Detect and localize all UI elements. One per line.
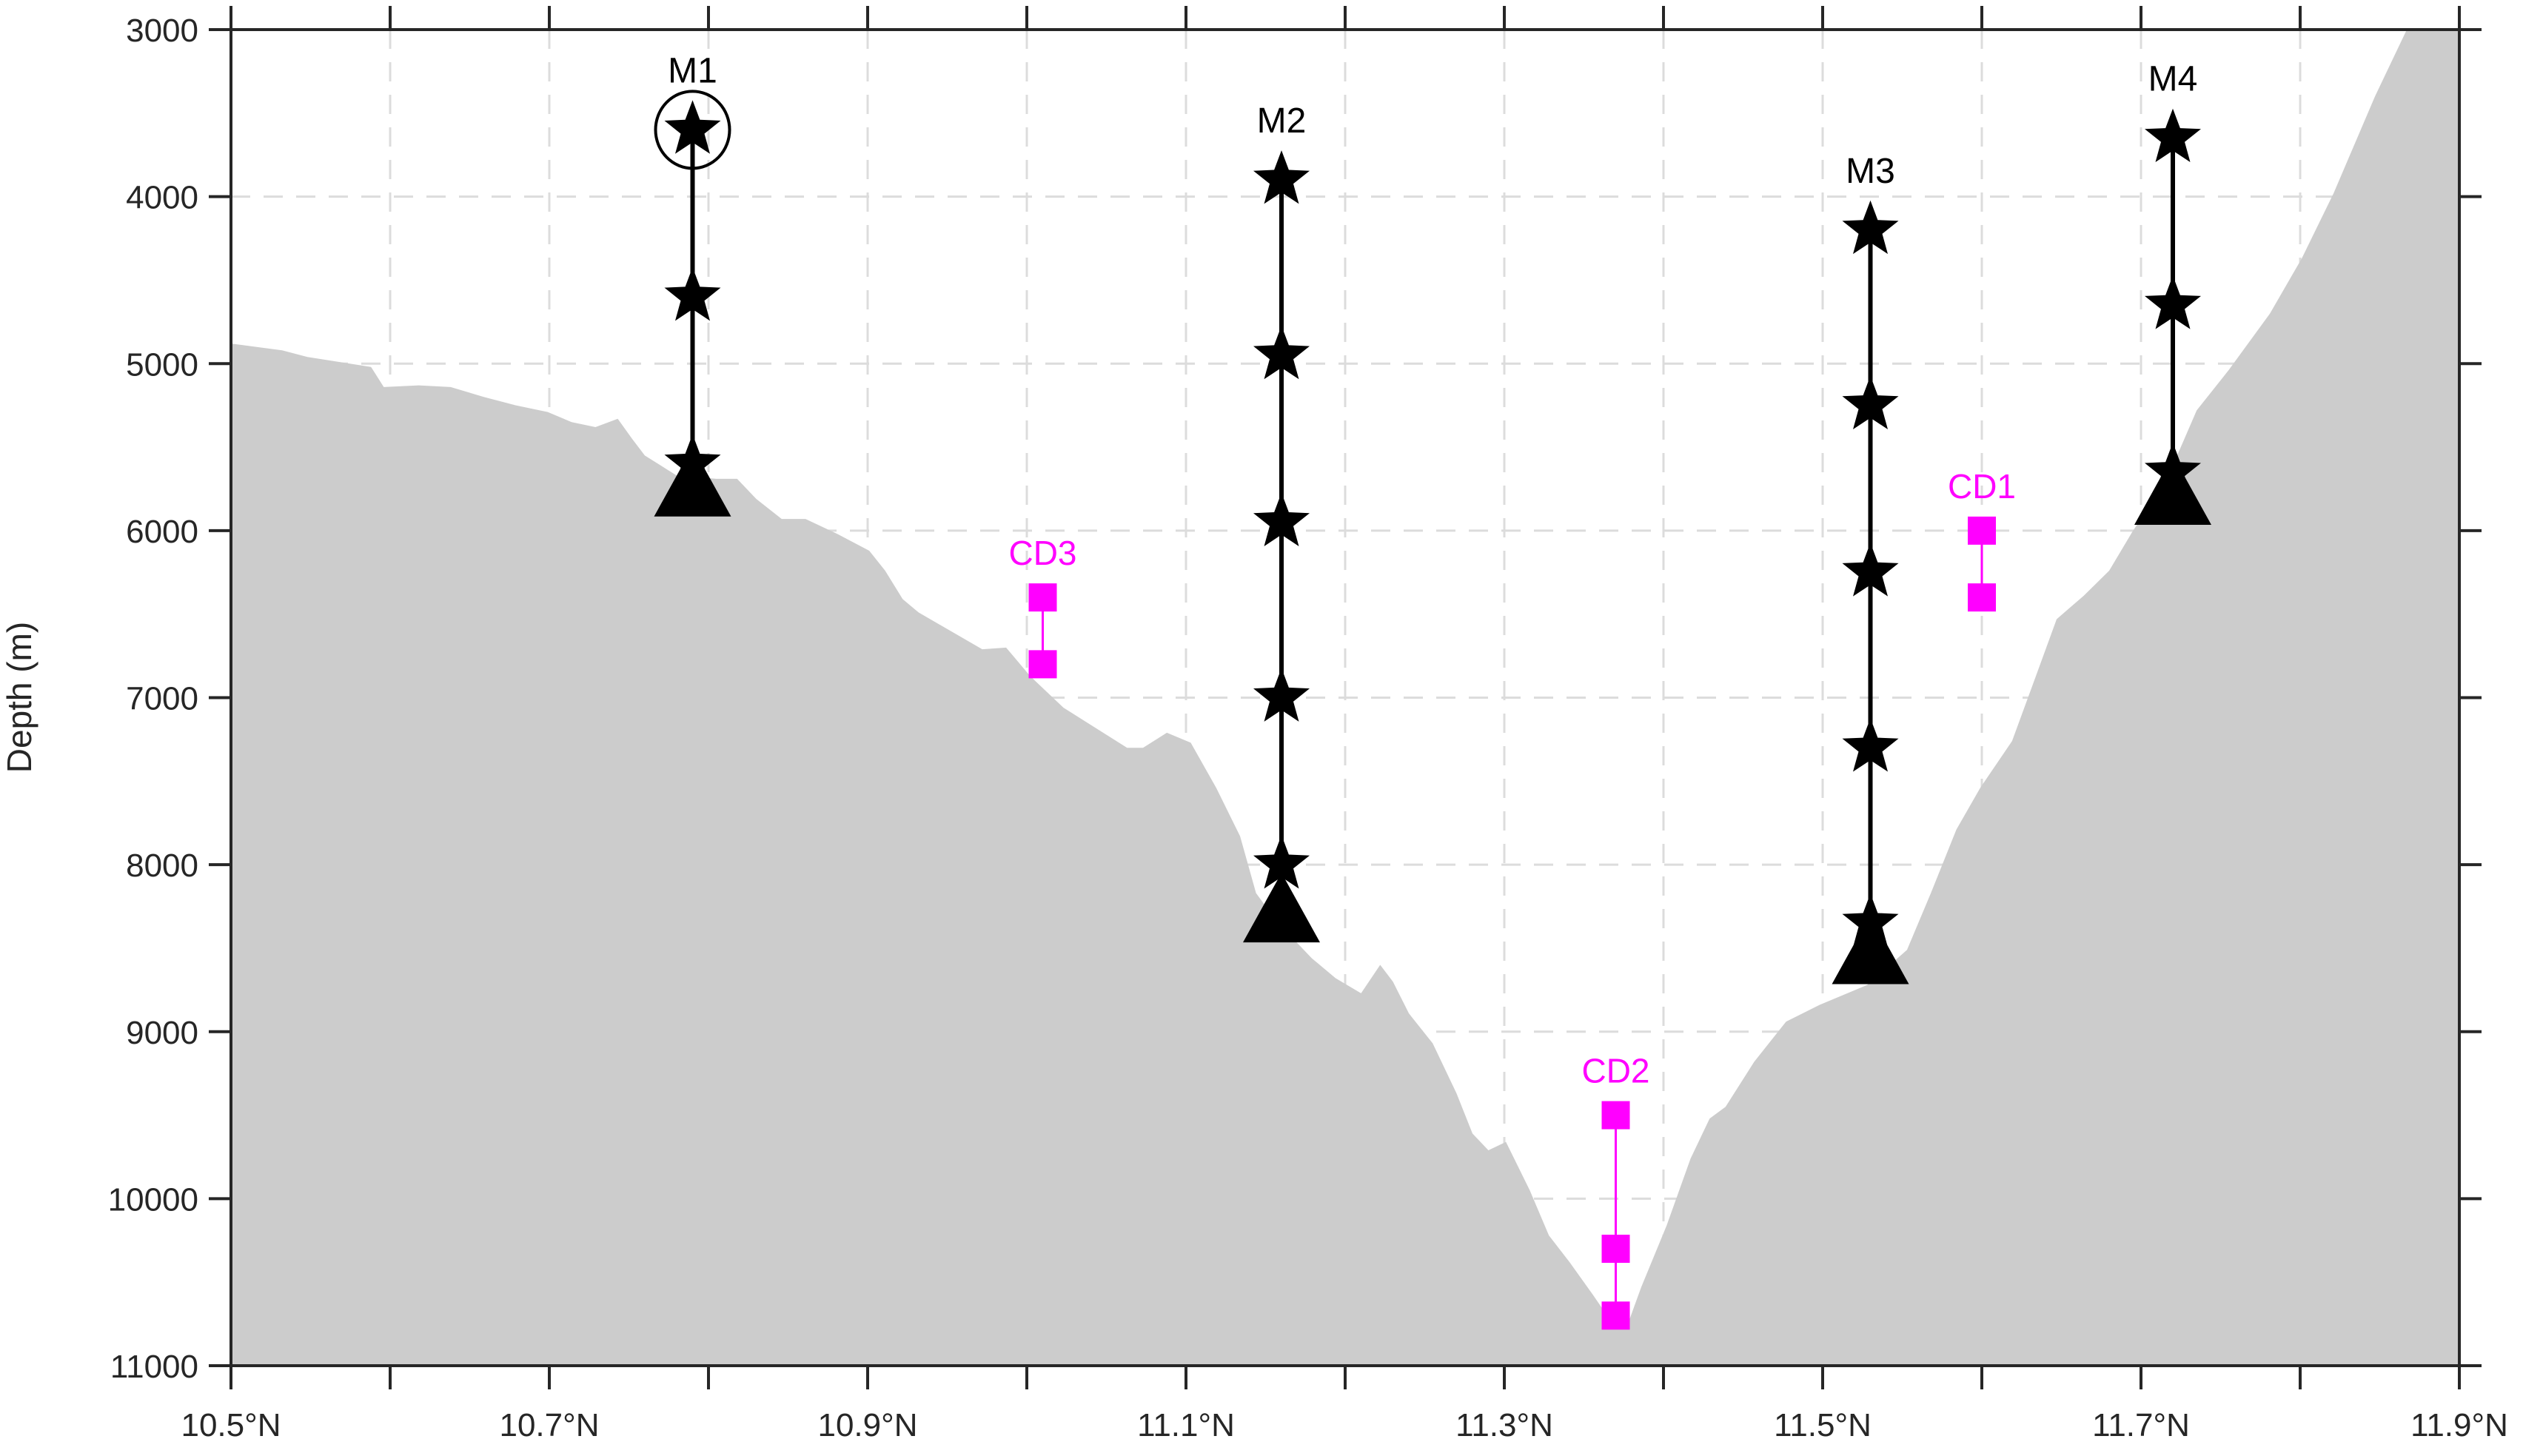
- star-marker: [1253, 326, 1310, 380]
- star-marker: [1842, 718, 1899, 772]
- anchor-triangle-marker: [1832, 914, 1909, 984]
- star-marker: [664, 267, 721, 321]
- star-marker: [1842, 375, 1899, 429]
- cd-stations: CD1 CD2 CD3: [1008, 467, 2016, 1330]
- star-marker: [664, 100, 721, 154]
- star-marker: [1253, 668, 1310, 722]
- cd-label: CD1: [1948, 467, 2016, 506]
- mooring-label: M3: [1846, 152, 1895, 191]
- star-marker: [2145, 442, 2201, 497]
- x-tick-label: 10.9°N: [817, 1407, 917, 1443]
- cd-label: CD2: [1581, 1052, 1649, 1090]
- y-tick-label: 9000: [126, 1015, 198, 1051]
- star-marker: [1842, 543, 1899, 597]
- star-marker: [2145, 275, 2201, 329]
- x-tick-label: 10.5°N: [181, 1407, 281, 1443]
- cd-label: CD3: [1008, 534, 1076, 572]
- star-marker: [664, 434, 721, 488]
- x-tick-label: 10.7°N: [499, 1407, 599, 1443]
- mooring-label: M1: [668, 51, 717, 90]
- moorings: M1 M2 M3 M4: [654, 51, 2211, 984]
- y-tick-label: 7000: [126, 681, 198, 717]
- bathymetry-fill: [231, 30, 2459, 1366]
- axes: 10.5°N 10.7°N 10.9°N 11.1°N 11.3°N 11.5°N 11.7…: [108, 6, 2508, 1443]
- star-marker: [1253, 835, 1310, 889]
- x-tick-label: 11.1°N: [1137, 1407, 1235, 1443]
- y-tick-label: 4000: [126, 180, 198, 216]
- star-marker: [1842, 893, 1899, 947]
- y-tick-label: 8000: [126, 848, 198, 884]
- bathymetry-area: [231, 30, 2459, 1366]
- anchor-triangle-marker: [654, 446, 731, 517]
- cd-square-marker: [1028, 650, 1057, 679]
- y-axis-label: Depth (m): [0, 622, 38, 773]
- x-tick-label: 11.3°N: [1455, 1407, 1553, 1443]
- mooring-label: M4: [2148, 60, 2198, 99]
- cd-square-marker: [1968, 516, 1996, 545]
- star-marker: [2145, 108, 2201, 162]
- x-tick-label: 11.9°N: [2410, 1407, 2508, 1443]
- star-marker: [1842, 200, 1899, 255]
- x-tick-label: 11.7°N: [2092, 1407, 2190, 1443]
- star-marker: [1253, 150, 1310, 204]
- cd-square-marker: [1601, 1235, 1630, 1264]
- y-tick-label: 10000: [108, 1181, 198, 1218]
- y-tick-label: 3000: [126, 13, 198, 49]
- cd-square-marker: [1028, 583, 1057, 612]
- star-marker: [1253, 492, 1310, 546]
- anchor-triangle-marker: [1243, 873, 1320, 943]
- y-tick-label: 11000: [110, 1349, 198, 1385]
- x-tick-label: 11.5°N: [1774, 1407, 1872, 1443]
- anchor-triangle-marker: [2134, 455, 2211, 526]
- circle-marker: [654, 90, 731, 170]
- y-tick-label: 6000: [126, 514, 198, 550]
- cd-square-marker: [1601, 1301, 1630, 1330]
- y-tick-label: 5000: [126, 346, 198, 383]
- cd-square-marker: [1968, 583, 1996, 612]
- cd-square-marker: [1601, 1101, 1630, 1130]
- mooring-label: M2: [1257, 101, 1307, 141]
